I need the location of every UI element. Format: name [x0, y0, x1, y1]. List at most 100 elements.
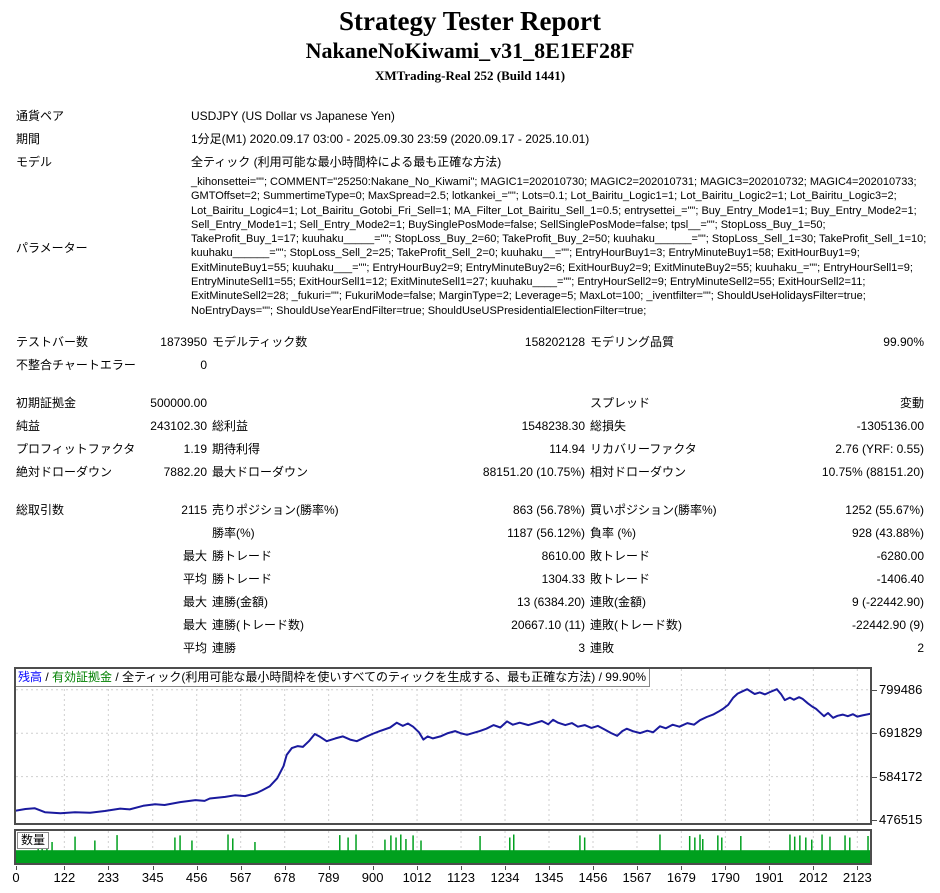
stat-cell: リカバリーファクタ [590, 442, 697, 456]
page-title: Strategy Tester Report [339, 6, 601, 36]
params-row: パラメーター _kihonsettei=""; COMMENT="25250:N… [0, 175, 940, 320]
stat-cell: 初期証拠金 [16, 396, 77, 410]
stat-cell: 99.90% [883, 334, 924, 349]
y-axis-tick [872, 689, 877, 691]
x-axis-tick [592, 866, 594, 870]
x-axis-tick [417, 866, 419, 870]
x-axis-tick [240, 866, 242, 870]
info-row: モデル 全ティック (利用可能な最小時間枠による最も正確な方法) [0, 150, 940, 173]
x-axis-tick [725, 866, 727, 870]
stats-row: テストバー数 1873950 モデルティック数 158202128 モデリング品質 99.… [0, 330, 940, 353]
stat-cell: モデルティック数 [212, 335, 308, 349]
y-axis-tick [872, 733, 877, 735]
x-axis-tick [328, 866, 330, 870]
legend-separator: / [42, 670, 53, 684]
stat-cell: 連勝(トレード数) [212, 618, 304, 632]
x-axis-tick [152, 866, 154, 870]
x-axis-label: 1012 [402, 870, 432, 885]
x-axis-label: 122 [53, 870, 76, 885]
stat-cell: -1305136.00 [856, 418, 924, 433]
stats-row: 平均 勝トレード 1304.33 敗トレード -1406.40 [0, 567, 940, 590]
x-axis-tick [196, 866, 198, 870]
stat-cell: 総利益 [212, 419, 249, 433]
stat-cell: 最大 [182, 549, 207, 563]
info-row: 期間 1分足(M1) 2020.09.17 03:00 - 2025.09.30 … [0, 127, 940, 150]
stat-cell: 8610.00 [541, 548, 585, 563]
x-axis-label: 1790 [710, 870, 740, 885]
stats-table: テストバー数 1873950 モデルティック数 158202128 モデリング品質 99.… [0, 330, 940, 659]
y-axis-tick [872, 820, 877, 822]
stat-cell: 買いポジション(勝率%) [590, 503, 717, 517]
info-value: 1分足(M1) 2020.09.17 03:00 - 2025.09.30 23… [191, 132, 590, 146]
stat-cell: 2115 [181, 502, 207, 517]
x-axis-label: 1456 [578, 870, 608, 885]
stats-row: 勝率(%) 1187 (56.12%) 負率 (%) 928 (43.88%) [0, 521, 940, 544]
server-build: XMTrading-Real 252 (Build 1441) [374, 68, 566, 83]
x-axis-label: 1345 [534, 870, 564, 885]
x-axis-tick [64, 866, 66, 870]
x-axis-label: 233 [97, 870, 120, 885]
stats-row: プロフィットファクタ 1.19 期待利得 114.94 リカバリーファクタ 2.76 (Y… [0, 437, 940, 460]
info-row: 通貨ペア USDJPY (US Dollar vs Japanese Yen) [0, 104, 940, 127]
x-axis-label: 456 [185, 870, 208, 885]
chart-legend: 残高 / 有効証拠金 / 全ティック(利用可能な最小時間枠を使いすべてのティック… [16, 669, 650, 687]
stat-cell: 不整合チャートエラー [16, 358, 136, 372]
stat-cell: 243102.30 [150, 418, 207, 433]
x-axis-labels: 0 122 233 345 456 567 678 789 900 1012 1123 1234 134… [12, 866, 916, 887]
y-axis-label: 691829 [879, 725, 923, 741]
stat-cell: 2.76 (YRF: 0.55) [835, 441, 924, 456]
x-axis-label: 1234 [490, 870, 520, 885]
stat-cell: 928 (43.88%) [851, 525, 924, 540]
stat-cell: 総損失 [590, 419, 627, 433]
x-axis-label: 789 [317, 870, 340, 885]
stat-cell: 連勝(金額) [212, 595, 268, 609]
stats-row: 絶対ドローダウン 7882.20 最大ドローダウン 88151.20 (10.75%)… [0, 460, 940, 483]
x-axis-label: 1567 [622, 870, 652, 885]
legend-equity-label: 有効証拠金 [52, 670, 113, 684]
stat-cell: 1.19 [183, 441, 207, 456]
x-axis-label: 567 [229, 870, 252, 885]
x-axis-label: 1901 [754, 870, 784, 885]
y-axis-label: 476515 [879, 812, 923, 827]
stat-cell: 勝トレード [212, 572, 273, 586]
stats-row: 純益 243102.30 総利益 1548238.30 総損失 -1305136.00 [0, 414, 940, 437]
stat-cell: 13 (6384.20) [516, 594, 585, 609]
x-axis-tick [284, 866, 286, 870]
x-axis-tick [505, 866, 507, 870]
x-axis-label: 0 [12, 870, 20, 885]
x-axis-tick [769, 866, 771, 870]
stats-row: 最大 連勝(トレード数) 20667.10 (11) 連敗(トレード数) -22442.… [0, 613, 940, 636]
stat-cell: 絶対ドローダウン [16, 465, 113, 479]
x-axis-tick [857, 866, 859, 870]
x-axis-tick [108, 866, 110, 870]
info-label: 期間 [16, 132, 41, 146]
info-table: 通貨ペア USDJPY (US Dollar vs Japanese Yen) 期間… [0, 104, 940, 320]
stats-row: 最大 勝トレード 8610.00 敗トレード -6280.00 [0, 544, 940, 567]
stat-cell: モデリング品質 [590, 335, 675, 349]
ea-name: NakaneNoKiwami_v31_8E1EF28F [305, 38, 635, 63]
stat-cell: 9 (-22442.90) [851, 594, 924, 609]
stat-cell: 1304.33 [541, 571, 585, 586]
stat-cell: 敗トレード [590, 572, 651, 586]
stat-cell: -6280.00 [876, 548, 924, 563]
stat-cell: 1873950 [160, 334, 207, 349]
stats-row: 最大 連勝(金額) 13 (6384.20) 連敗(金額) 9 (-22442.90) [0, 590, 940, 613]
legend-separator: / [112, 670, 123, 684]
params-label: パラメーター [16, 241, 88, 255]
x-axis-label: 345 [141, 870, 164, 885]
legend-balance-label: 残高 [18, 670, 43, 684]
stat-cell: 変動 [899, 396, 924, 410]
info-label: モデル [16, 155, 53, 169]
balance-curve [15, 688, 871, 815]
stat-cell: 1187 (56.12%) [507, 525, 585, 540]
info-rows: 通貨ペア USDJPY (US Dollar vs Japanese Yen) 期間… [0, 104, 940, 173]
x-axis-tick [636, 866, 638, 870]
volume-base-band [16, 850, 870, 863]
stat-cell: 863 (56.78%) [512, 502, 585, 517]
x-axis-label: 678 [273, 870, 296, 885]
x-axis-label: 1679 [666, 870, 696, 885]
y-axis-label: 799486 [879, 681, 923, 697]
stat-cell: 敗トレード [590, 549, 651, 563]
volume-panel: 数量 [14, 829, 872, 865]
stat-cell: -22442.90 (9) [851, 617, 924, 632]
